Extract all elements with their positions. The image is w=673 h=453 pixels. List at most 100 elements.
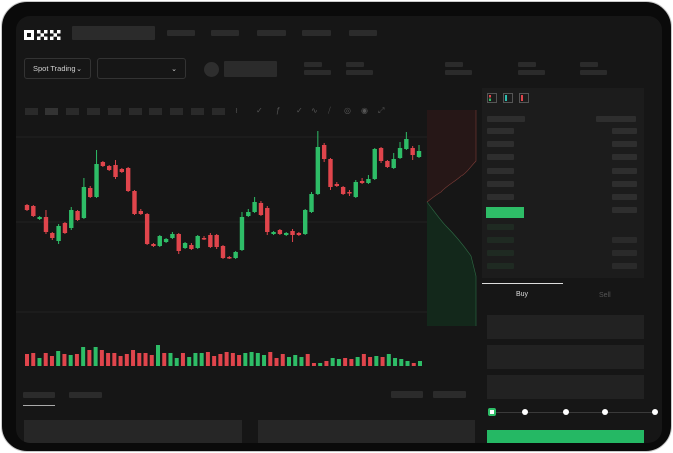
ask-size <box>612 207 637 213</box>
stat-value <box>580 70 607 75</box>
candle-body <box>416 151 422 157</box>
ask-size <box>612 154 637 160</box>
volume-bar <box>287 357 291 366</box>
interval-button[interactable] <box>108 108 121 115</box>
chevron-icon[interactable]: ✓ <box>296 106 303 115</box>
app-screen: Spot Trading ⌄ ⌄ ≀ ✓ ƒ ✓ ∿ ⧸ ◎ ◉ ⤢ Buy S… <box>16 16 662 443</box>
candle-body <box>284 233 289 235</box>
stat-label <box>445 62 463 67</box>
line-tool-icon[interactable]: ∿ <box>311 106 318 115</box>
candle-body <box>271 232 276 234</box>
indicator-icon[interactable]: ✓ <box>256 106 263 115</box>
settings-icon[interactable]: ◉ <box>361 106 368 115</box>
nav-item[interactable] <box>211 30 239 36</box>
candle-body <box>277 230 283 234</box>
candle-body <box>265 208 270 232</box>
nav-item[interactable] <box>302 30 331 36</box>
bid-price <box>487 250 514 256</box>
total-input[interactable] <box>487 375 644 399</box>
interval-button[interactable] <box>87 108 100 115</box>
interval-button[interactable] <box>66 108 79 115</box>
volume-bar <box>330 358 335 366</box>
candle-body <box>170 234 175 238</box>
bid-depth-area <box>427 202 476 326</box>
nav-item[interactable] <box>167 30 195 36</box>
candle-body <box>334 184 340 186</box>
candle-body <box>347 192 352 194</box>
amount-slider[interactable] <box>488 407 658 417</box>
buy-submit-button[interactable] <box>487 430 644 443</box>
ask-price <box>487 154 514 160</box>
bottom-tab-orders[interactable] <box>23 392 55 398</box>
volume-bar <box>81 347 86 366</box>
candle-body <box>24 205 30 210</box>
search-bar[interactable] <box>72 26 155 40</box>
volume-bar <box>37 358 42 366</box>
candle-body <box>157 236 162 246</box>
candle-body <box>340 187 346 194</box>
bottom-filter[interactable] <box>433 391 466 398</box>
stat-value <box>346 70 373 75</box>
candlestick-chart[interactable] <box>16 16 662 443</box>
buy-tab[interactable]: Buy <box>516 291 529 298</box>
interval-button[interactable] <box>212 108 225 115</box>
nav-item[interactable] <box>257 30 286 36</box>
interval-button[interactable] <box>25 108 38 115</box>
market-type-dropdown[interactable]: Spot Trading ⌄ <box>24 58 91 79</box>
candle-body <box>50 233 55 238</box>
volume-bar <box>336 359 341 366</box>
bid-depth-line <box>426 201 477 326</box>
slider-step-100[interactable] <box>652 409 658 415</box>
volume-bar <box>311 363 316 366</box>
ruler-icon[interactable]: ⧸ <box>328 106 331 115</box>
volume-bar <box>268 352 273 366</box>
ask-price <box>487 128 514 134</box>
candle-body <box>163 239 169 242</box>
ask-depth-area <box>427 110 476 202</box>
bottom-tab-history[interactable] <box>69 392 102 398</box>
slider-step-25[interactable] <box>522 409 528 415</box>
sell-tab[interactable]: Sell <box>599 292 611 299</box>
volume-bar <box>31 353 36 366</box>
bottom-tab-underline <box>23 405 55 406</box>
chart-type-icon[interactable]: ≀ <box>235 106 238 115</box>
bottom-filter[interactable] <box>391 391 423 398</box>
volume-bar <box>386 354 391 366</box>
camera-icon[interactable]: ◎ <box>344 106 351 115</box>
candle-body <box>296 233 302 235</box>
volume-bar <box>106 353 111 366</box>
interval-button[interactable] <box>149 108 162 115</box>
interval-button[interactable] <box>129 108 142 115</box>
volume-bar <box>149 355 154 366</box>
price-input[interactable] <box>487 315 644 339</box>
nav-item[interactable] <box>349 30 377 36</box>
candle-body <box>410 148 415 155</box>
slider-handle[interactable] <box>488 408 496 416</box>
interval-button[interactable] <box>170 108 183 115</box>
function-icon[interactable]: ƒ <box>276 106 281 115</box>
candle-body <box>378 148 384 161</box>
volume-bar <box>243 353 248 366</box>
pair-dropdown[interactable]: ⌄ <box>97 58 186 79</box>
chevron-down-icon: ⌄ <box>171 65 177 73</box>
asks-view-icon[interactable] <box>519 93 529 103</box>
volume-bar <box>399 359 404 366</box>
candle-body <box>252 202 257 212</box>
candle-body <box>220 246 226 258</box>
bids-view-icon[interactable] <box>503 93 513 103</box>
candle-body <box>309 194 314 212</box>
volume-bar <box>249 352 254 366</box>
candle-body <box>113 165 118 177</box>
candle-body <box>176 234 181 251</box>
interval-button[interactable] <box>45 108 58 115</box>
volume-bar <box>361 354 366 366</box>
volume-bar <box>43 353 48 366</box>
okx-logo[interactable] <box>24 27 62 40</box>
interval-button[interactable] <box>191 108 204 115</box>
slider-step-75[interactable] <box>602 409 608 415</box>
both-sides-view-icon[interactable] <box>487 93 497 103</box>
slider-step-50[interactable] <box>563 409 569 415</box>
fullscreen-icon[interactable]: ⤢ <box>378 106 385 115</box>
volume-bar <box>156 345 160 366</box>
amount-input[interactable] <box>487 345 644 369</box>
